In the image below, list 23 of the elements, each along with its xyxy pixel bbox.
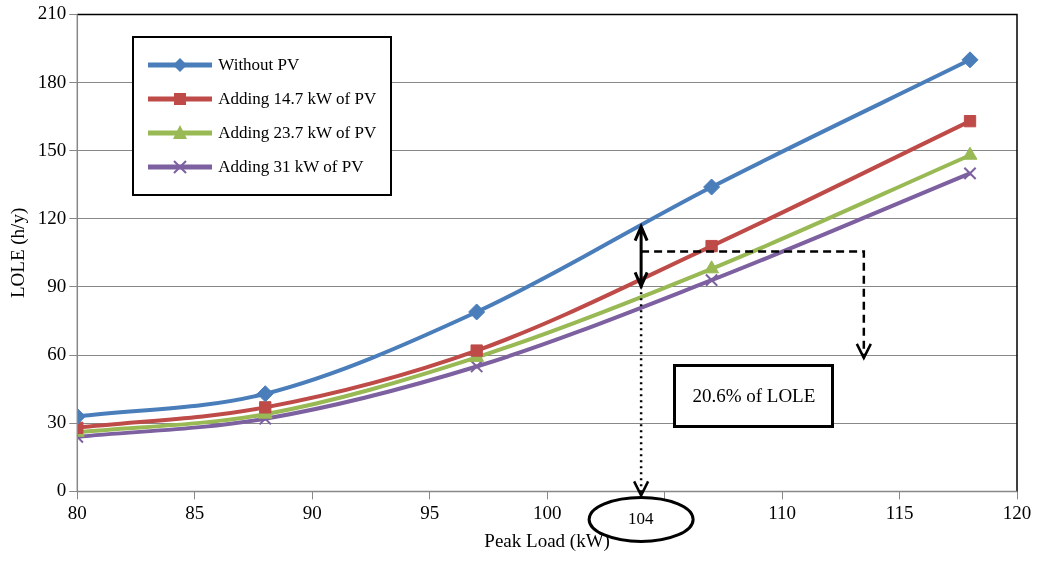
y-tick-label: 120: [37, 206, 67, 228]
text: 104: [628, 509, 654, 530]
x-axis-title: Peak Load (kW): [484, 529, 610, 552]
y-tick-label: 0: [56, 479, 67, 501]
x-tick-label: 120: [1002, 501, 1032, 523]
y-tick-label: 150: [37, 138, 67, 160]
y-tick-label: 180: [37, 70, 67, 92]
x-tick-label: 95: [420, 501, 440, 523]
y-tick-label: 90: [47, 274, 67, 296]
legend-label: Adding 14.7 kW of PV: [218, 89, 377, 110]
legend-label: Adding 31 kW of PV: [218, 157, 364, 178]
legend-label: Adding 23.7 kW of PV: [218, 123, 377, 144]
x-tick-label: 80: [67, 501, 87, 523]
y-tick-label: 210: [37, 2, 67, 24]
x-tick-label: 85: [185, 501, 205, 523]
x-tick-label: 100: [532, 501, 562, 523]
x-tick-label: 115: [885, 501, 914, 523]
legend-label: Without PV: [218, 55, 300, 76]
x-tick-label: 110: [768, 501, 796, 523]
y-tick-label: 60: [47, 343, 67, 365]
y-axis-title: LOLE (h/y): [7, 207, 30, 299]
y-tick-label: 30: [47, 411, 67, 433]
x-tick-label: 90: [302, 501, 322, 523]
